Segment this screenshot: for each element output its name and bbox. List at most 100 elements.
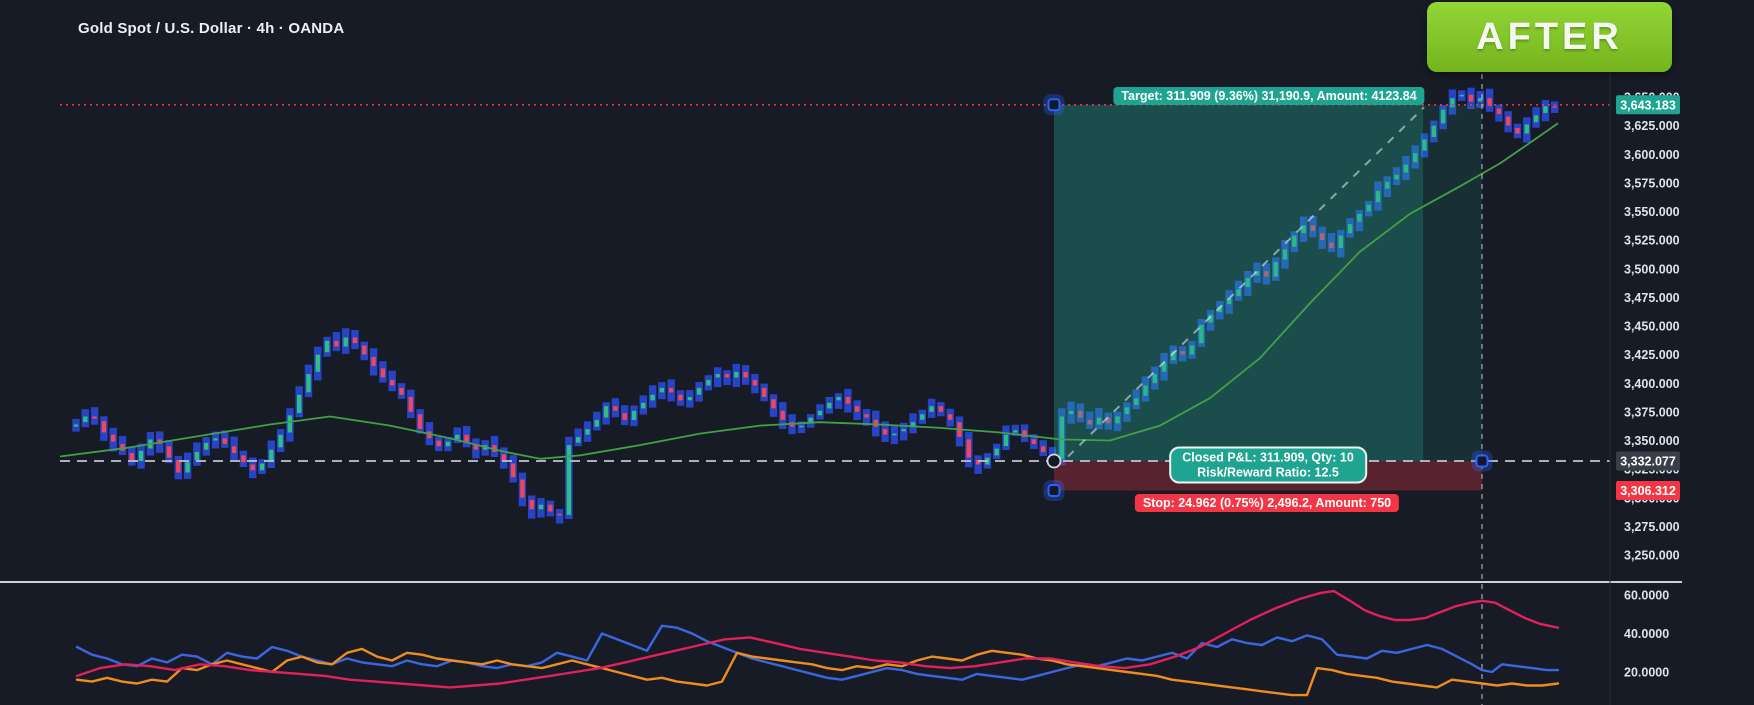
- candle-body-down: [120, 444, 125, 451]
- candle-body-down: [399, 387, 404, 395]
- price-badge: [1616, 95, 1680, 115]
- price-tick: 3,425.000: [1624, 348, 1680, 362]
- candle-body-up: [836, 397, 841, 401]
- candle-body-down: [334, 340, 339, 347]
- candle-body-up: [1059, 416, 1064, 459]
- candle-body-up: [538, 504, 544, 510]
- indicator-tick: 60.0000: [1624, 589, 1669, 603]
- candle-body-down: [1552, 106, 1557, 108]
- candle-body-up: [259, 463, 265, 471]
- candle-body-up: [324, 340, 330, 353]
- candle-body-up: [994, 448, 999, 456]
- candle-body-up: [213, 438, 218, 441]
- after-badge-label: AFTER: [1476, 15, 1623, 58]
- candle-body-down: [855, 406, 860, 412]
- candle-body-down: [622, 413, 627, 420]
- price-tick: 3,525.000: [1624, 234, 1680, 248]
- candle-body-down: [166, 446, 172, 458]
- candle-body-up: [1134, 398, 1139, 405]
- candle-body-up: [1413, 153, 1418, 163]
- candle-body-up: [1199, 324, 1204, 344]
- price-tick: 3,550.000: [1624, 205, 1680, 219]
- candle-body-down: [241, 455, 246, 463]
- candle-body-up: [1366, 204, 1371, 212]
- candle-body-up: [1385, 181, 1390, 189]
- profit-zone[interactable]: [1054, 104, 1423, 462]
- candle-body-down: [1310, 225, 1316, 231]
- candle-body-up: [315, 354, 320, 372]
- candle-body-down: [557, 513, 562, 516]
- candle-body-down: [724, 374, 730, 378]
- candle-body-up: [827, 402, 832, 409]
- candle-body-down: [1468, 94, 1474, 102]
- candle-body-up: [1347, 224, 1353, 234]
- candle-body-up: [1152, 374, 1157, 384]
- price-tick: 3,475.000: [1624, 291, 1680, 305]
- candle-body-down: [380, 368, 386, 378]
- candle-body-down: [1078, 410, 1083, 418]
- candle-body-down: [678, 394, 683, 401]
- price-tick: 3,600.000: [1624, 148, 1680, 162]
- candle-body-up: [1403, 164, 1409, 173]
- candle-body-down: [352, 337, 358, 344]
- candle-body-up: [576, 437, 581, 443]
- candle-body-up: [1282, 249, 1288, 260]
- candle-body-down: [882, 429, 888, 435]
- candle-body-up: [138, 450, 144, 462]
- candle-body-up: [929, 406, 934, 412]
- entry-right-handle-glow: [1471, 450, 1493, 472]
- candle-body-up: [1431, 125, 1436, 137]
- candle-body-up: [278, 434, 283, 448]
- candle-body-up: [1338, 235, 1343, 249]
- candle-body-down: [743, 371, 748, 378]
- entry-left-handle[interactable]: [1046, 453, 1062, 469]
- candle-body-up: [1292, 235, 1297, 247]
- candle-body-up: [715, 374, 720, 378]
- candle-body-up: [1533, 115, 1539, 123]
- pnl-line1: Closed P&L: 311.909, Qty: 10: [1182, 450, 1354, 465]
- price-tick: 3,350.000: [1624, 434, 1680, 448]
- target-handle[interactable]: [1047, 98, 1061, 112]
- candle-wick: [555, 509, 564, 524]
- candle-body-up: [1096, 417, 1102, 425]
- price-tick: 3,450.000: [1624, 320, 1680, 334]
- target-label[interactable]: Target: 311.909 (9.36%) 31,190.9, Amount…: [1113, 87, 1425, 105]
- candle-body-down: [845, 397, 851, 404]
- candle-body-down: [390, 379, 395, 386]
- price-tick: 3,500.000: [1624, 262, 1680, 276]
- candle-body-up: [1208, 314, 1213, 323]
- pnl-label[interactable]: Closed P&L: 311.909, Qty: 10 Risk/Reward…: [1169, 446, 1367, 484]
- candle-body-down: [1031, 439, 1037, 444]
- stop-handle[interactable]: [1047, 484, 1061, 498]
- candle-body-up: [455, 434, 460, 440]
- target-handle-glow: [1043, 94, 1065, 116]
- candle-body-down: [1487, 98, 1492, 107]
- candle-body-up: [269, 449, 274, 461]
- candle-body-up: [566, 445, 572, 515]
- entry-right-handle[interactable]: [1475, 454, 1489, 468]
- ma-line: [59, 122, 1559, 460]
- candle-body-up: [1440, 109, 1446, 124]
- candle-body-up: [920, 414, 925, 420]
- candle-body-down: [948, 414, 953, 420]
- candle-body-up: [1375, 190, 1381, 203]
- candle-body-up: [1450, 98, 1455, 108]
- candle-body-up: [83, 416, 88, 423]
- candle-body-up: [185, 462, 190, 473]
- price-tick: 3,275.000: [1624, 520, 1680, 534]
- candle-body-down: [529, 500, 534, 510]
- candle-body-up: [696, 387, 702, 395]
- candle-body-down: [548, 504, 553, 512]
- candle-body-down: [473, 444, 479, 450]
- stop-label[interactable]: Stop: 24.962 (0.75%) 2,496.2, Amount: 75…: [1134, 494, 1400, 512]
- oscillator-line-crimson: [75, 589, 1560, 689]
- trend-line[interactable]: [1067, 106, 1425, 458]
- candle-body-up: [306, 374, 311, 393]
- candle-body-down: [101, 421, 107, 433]
- candle-body-down: [864, 414, 869, 418]
- candle-body-up: [892, 433, 897, 436]
- candle-body-down: [176, 460, 181, 473]
- candle-body-up: [1273, 261, 1278, 277]
- candle-body-down: [966, 439, 971, 458]
